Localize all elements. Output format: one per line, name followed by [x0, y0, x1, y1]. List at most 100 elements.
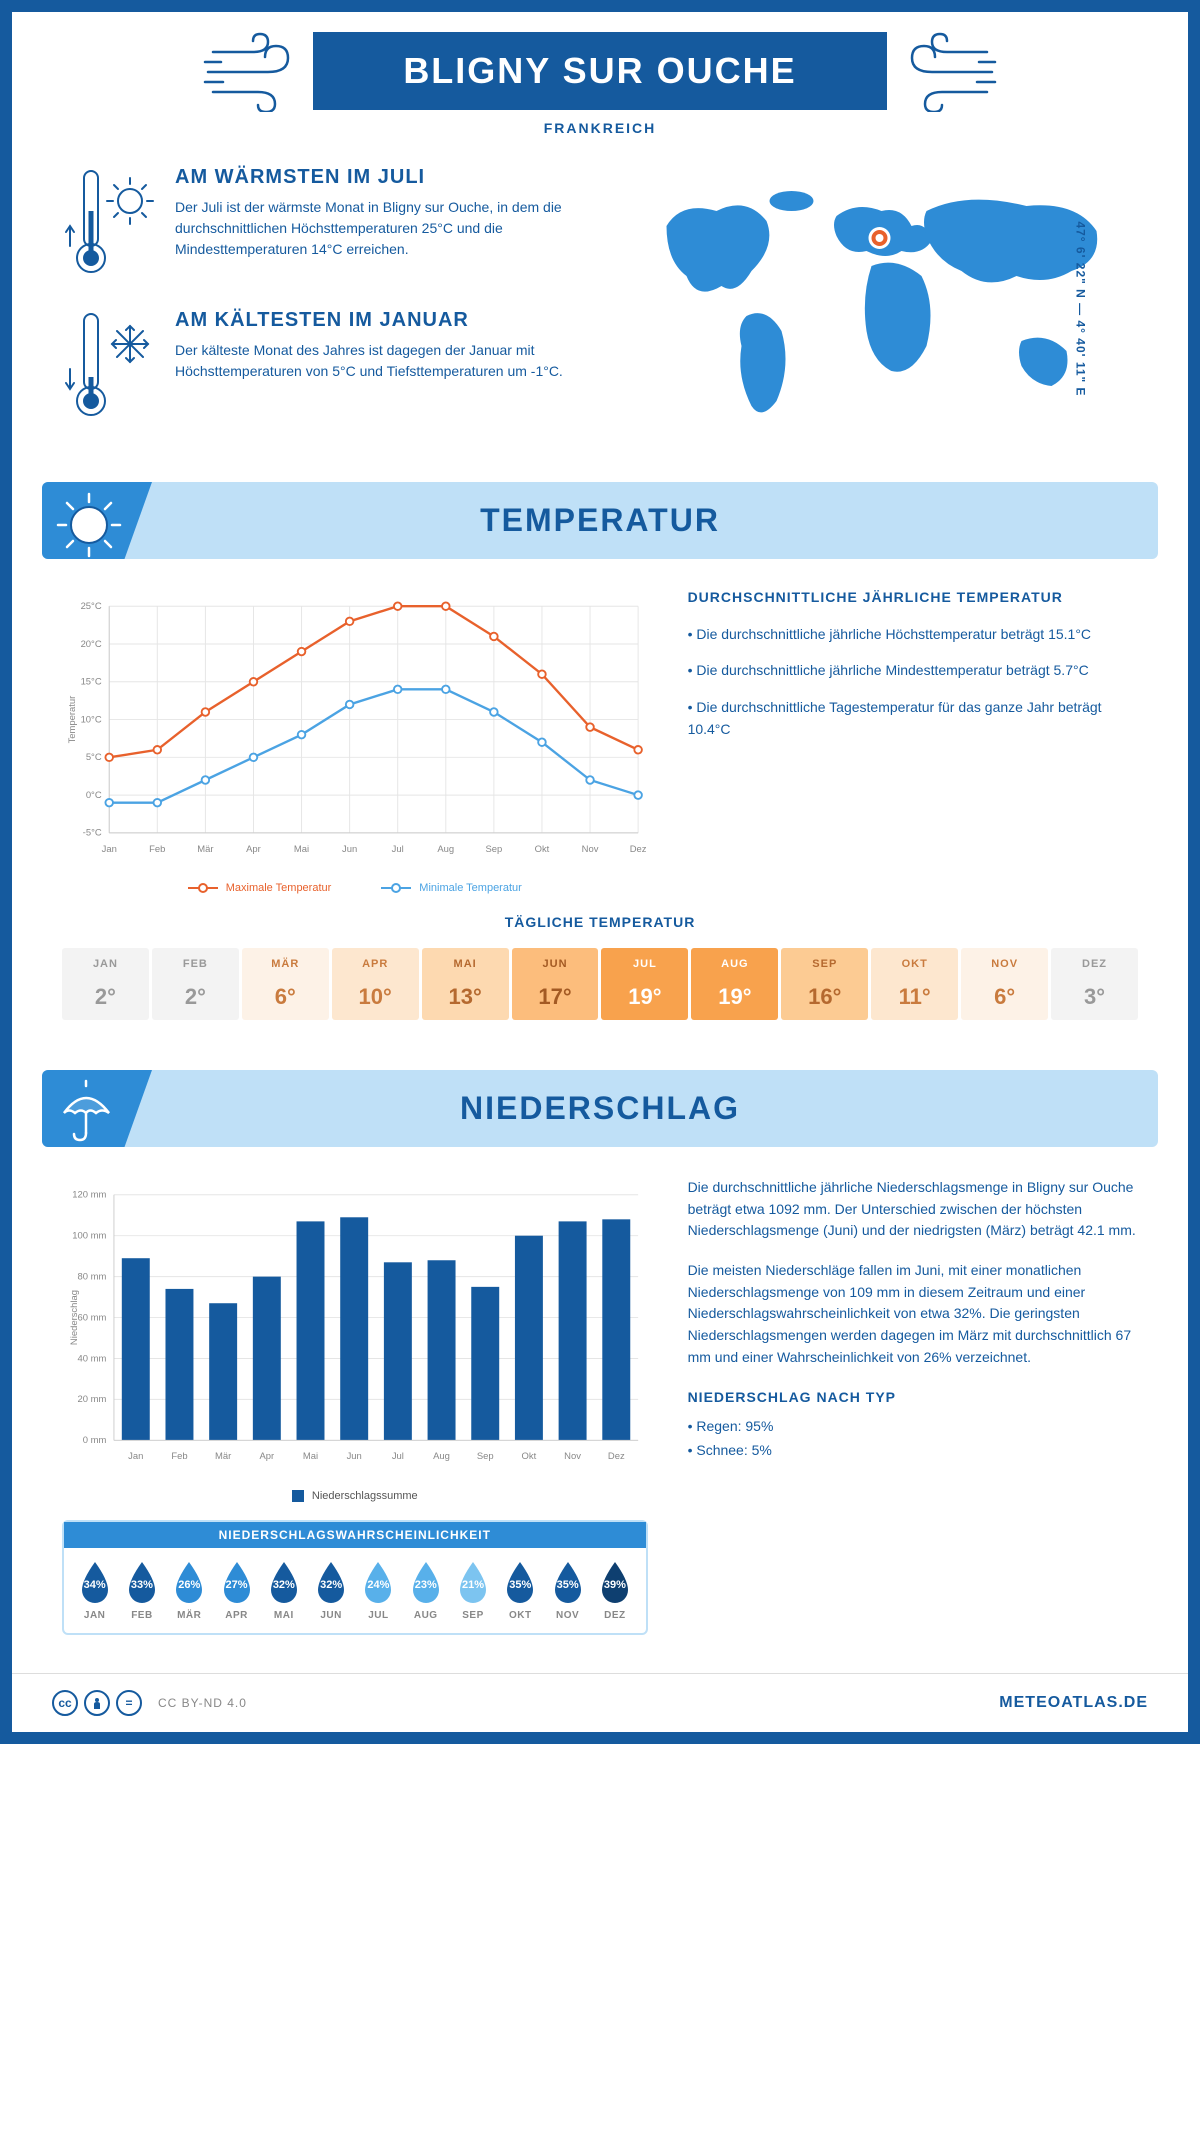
svg-text:Temperatur: Temperatur — [67, 696, 78, 744]
svg-text:Apr: Apr — [246, 844, 261, 855]
svg-text:0°C: 0°C — [86, 790, 102, 801]
sun-icon — [54, 490, 124, 559]
temp-cell: JAN2° — [62, 948, 149, 1020]
svg-text:Jun: Jun — [347, 1451, 362, 1462]
temp-chart-legend: Maximale Temperatur Minimale Temperatur — [62, 882, 648, 894]
temp-cell: JUL19° — [601, 948, 688, 1020]
by-icon — [84, 1690, 110, 1716]
svg-text:Mai: Mai — [294, 844, 309, 855]
warmest-text: Der Juli ist der wärmste Monat in Bligny… — [175, 197, 585, 260]
svg-text:Jan: Jan — [128, 1451, 143, 1462]
wind-icon-left — [203, 32, 313, 112]
wind-icon-right — [887, 32, 997, 112]
svg-text:Nov: Nov — [582, 844, 599, 855]
drop-cell: 23%AUG — [403, 1560, 448, 1621]
svg-text:Mai: Mai — [303, 1451, 318, 1462]
daily-temp-title: TÄGLICHE TEMPERATUR — [62, 914, 1138, 930]
drop-cell: 39%DEZ — [592, 1560, 637, 1621]
section-title-temp: TEMPERATUR — [42, 502, 1158, 539]
drop-cell: 21%SEP — [450, 1560, 495, 1621]
svg-text:Aug: Aug — [433, 1451, 450, 1462]
svg-text:Jan: Jan — [102, 844, 117, 855]
legend-max: Maximale Temperatur — [226, 882, 332, 894]
footer: cc = CC BY-ND 4.0 METEOATLAS.DE — [12, 1673, 1188, 1732]
svg-text:Jul: Jul — [392, 1451, 404, 1462]
world-map — [615, 166, 1138, 446]
legend-precip: Niederschlagssumme — [312, 1490, 418, 1502]
precip-desc-p1: Die durchschnittliche jährliche Niedersc… — [688, 1177, 1138, 1242]
temperature-line-chart: -5°C0°C5°C10°C15°C20°C25°CJanFebMärAprMa… — [62, 589, 648, 869]
temp-cell: MÄR6° — [242, 948, 329, 1020]
thermometer-hot-icon — [62, 166, 157, 281]
svg-text:0 mm: 0 mm — [83, 1435, 107, 1446]
drop-cell: 26%MÄR — [167, 1560, 212, 1621]
precip-desc-p2: Die meisten Niederschläge fallen im Juni… — [688, 1260, 1138, 1368]
precipitation-bar-chart: 0 mm20 mm40 mm60 mm80 mm100 mm120 mmJanF… — [62, 1177, 648, 1477]
umbrella-icon — [54, 1078, 119, 1143]
svg-text:Sep: Sep — [485, 844, 502, 855]
svg-text:25°C: 25°C — [81, 601, 102, 612]
svg-text:Okt: Okt — [535, 844, 550, 855]
svg-text:Nov: Nov — [564, 1451, 581, 1462]
coldest-text: Der kälteste Monat des Jahres ist dagege… — [175, 340, 585, 382]
svg-text:5°C: 5°C — [86, 752, 102, 763]
temp-cell: AUG19° — [691, 948, 778, 1020]
precip-type-l1: • Regen: 95% — [688, 1416, 1138, 1438]
drop-cell: 33%FEB — [119, 1560, 164, 1621]
brand: METEOATLAS.DE — [999, 1694, 1148, 1712]
svg-text:Dez: Dez — [608, 1451, 625, 1462]
header: BLIGNY SUR OUCHE FRANKREICH — [12, 12, 1188, 146]
warmest-block: AM WÄRMSTEN IM JULI Der Juli ist der wär… — [62, 166, 585, 281]
drop-cell: 32%JUN — [308, 1560, 353, 1621]
drop-cell: 32%MAI — [261, 1560, 306, 1621]
svg-text:Apr: Apr — [259, 1451, 274, 1462]
daily-temp-grid: JAN2°FEB2°MÄR6°APR10°MAI13°JUN17°JUL19°A… — [62, 948, 1138, 1020]
section-header-precip: NIEDERSCHLAG — [42, 1070, 1158, 1147]
svg-text:Mär: Mär — [215, 1451, 231, 1462]
temp-cell: JUN17° — [512, 948, 599, 1020]
temp-cell: NOV6° — [961, 948, 1048, 1020]
coldest-block: AM KÄLTESTEN IM JANUAR Der kälteste Mona… — [62, 309, 585, 424]
license-text: CC BY-ND 4.0 — [158, 1696, 247, 1710]
page-subtitle: FRANKREICH — [313, 120, 886, 136]
section-header-temp: TEMPERATUR — [42, 482, 1158, 559]
svg-text:100 mm: 100 mm — [72, 1231, 106, 1242]
precip-probability-box: NIEDERSCHLAGSWAHRSCHEINLICHKEIT 34%JAN33… — [62, 1520, 648, 1635]
svg-text:-5°C: -5°C — [83, 828, 102, 839]
drop-cell: 34%JAN — [72, 1560, 117, 1621]
svg-text:Mär: Mär — [197, 844, 213, 855]
precip-chart-legend: Niederschlagssumme — [62, 1490, 648, 1502]
drop-cell: 24%JUL — [356, 1560, 401, 1621]
warmest-title: AM WÄRMSTEN IM JULI — [175, 166, 585, 189]
thermometer-cold-icon — [62, 309, 157, 424]
svg-text:120 mm: 120 mm — [72, 1190, 106, 1201]
svg-text:10°C: 10°C — [81, 714, 102, 725]
coordinates: 47° 6' 22" N — 4° 40' 11" E — [1073, 221, 1087, 396]
drop-cell: 35%OKT — [498, 1560, 543, 1621]
svg-text:80 mm: 80 mm — [78, 1271, 107, 1282]
temp-cell: APR10° — [332, 948, 419, 1020]
precip-type-title: NIEDERSCHLAG NACH TYP — [688, 1387, 1138, 1409]
svg-text:Niederschlag: Niederschlag — [69, 1290, 80, 1345]
drop-cell: 35%NOV — [545, 1560, 590, 1621]
page-title: BLIGNY SUR OUCHE — [313, 32, 886, 110]
precip-prob-title: NIEDERSCHLAGSWAHRSCHEINLICHKEIT — [64, 1522, 646, 1548]
svg-text:Feb: Feb — [171, 1451, 187, 1462]
nd-icon: = — [116, 1690, 142, 1716]
drop-cell: 27%APR — [214, 1560, 259, 1621]
svg-text:Okt: Okt — [522, 1451, 537, 1462]
temp-cell: DEZ3° — [1051, 948, 1138, 1020]
svg-text:20°C: 20°C — [81, 639, 102, 650]
cc-icon: cc — [52, 1690, 78, 1716]
svg-text:Dez: Dez — [630, 844, 647, 855]
precip-type-l2: • Schnee: 5% — [688, 1440, 1138, 1462]
temp-cell: MAI13° — [422, 948, 509, 1020]
temp-desc-l1: • Die durchschnittliche jährliche Höchst… — [688, 623, 1138, 645]
temp-desc-l2: • Die durchschnittliche jährliche Mindes… — [688, 659, 1138, 681]
temp-cell: FEB2° — [152, 948, 239, 1020]
temp-desc-l3: • Die durchschnittliche Tagestemperatur … — [688, 696, 1138, 741]
coldest-title: AM KÄLTESTEN IM JANUAR — [175, 309, 585, 332]
section-title-precip: NIEDERSCHLAG — [42, 1090, 1158, 1127]
temp-desc-title: DURCHSCHNITTLICHE JÄHRLICHE TEMPERATUR — [688, 589, 1138, 605]
svg-text:15°C: 15°C — [81, 677, 102, 688]
